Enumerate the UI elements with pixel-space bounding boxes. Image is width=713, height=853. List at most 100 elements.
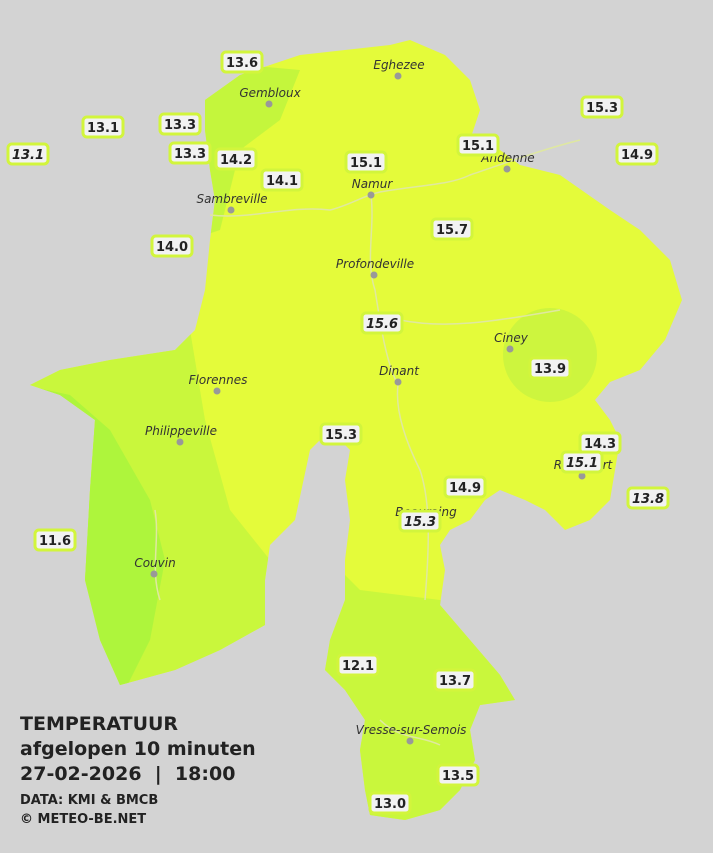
station-box — [528, 356, 572, 380]
city-dot — [394, 378, 402, 386]
city-dot — [406, 737, 414, 745]
station: 14.9 — [443, 475, 487, 499]
station: 14.9 — [615, 142, 659, 166]
city-dot — [506, 345, 514, 353]
station: 13.6 — [220, 50, 264, 74]
city-name: Dinant — [379, 364, 420, 378]
station: 13.1 — [6, 142, 50, 166]
station-value: 14.9 — [621, 148, 653, 163]
station-box — [150, 234, 194, 258]
station: 13.7 — [433, 668, 477, 692]
station-box — [260, 168, 304, 192]
station-value: 13.8 — [632, 492, 664, 507]
station: 13.1 — [81, 115, 125, 139]
city-dot — [176, 438, 184, 446]
station-box — [319, 422, 363, 446]
city-dot — [578, 472, 586, 480]
station: 11.6 — [33, 528, 77, 552]
city-name: Philippeville — [145, 424, 217, 438]
source: DATA: KMI & BMCB — [20, 793, 158, 808]
station-value: 14.3 — [584, 437, 616, 452]
station-value: 13.5 — [442, 769, 474, 784]
station-value: 15.1 — [350, 156, 382, 171]
station-box — [560, 450, 604, 474]
station-value: 14.0 — [156, 240, 188, 255]
stations: 13.6 13.1 13.3 13.1 13.3 14.2 14.1 15.1 15.1 15.3… — [6, 50, 670, 815]
city-name: Eghezee — [373, 58, 424, 72]
city-dot — [503, 165, 511, 173]
title: TEMPERATUUR — [20, 713, 178, 735]
station-box — [626, 486, 670, 510]
city-name: Vresse-sur-Semois — [356, 723, 467, 737]
city-dot — [227, 206, 235, 214]
station: 13.9 — [528, 356, 572, 380]
station: 14.0 — [150, 234, 194, 258]
city-dot — [150, 570, 158, 578]
station-value: 12.1 — [342, 659, 374, 674]
city-dot — [394, 72, 402, 80]
station-value: 13.3 — [174, 147, 206, 162]
station-value: 13.6 — [226, 56, 258, 71]
station-value: 11.6 — [39, 534, 71, 549]
station: 15.6 — [360, 311, 404, 335]
station: 15.1 — [560, 450, 604, 474]
station: 13.5 — [436, 763, 480, 787]
station-value: 15.1 — [566, 456, 598, 471]
city-dot — [265, 100, 273, 108]
station-box — [33, 528, 77, 552]
city-name: Florennes — [189, 373, 248, 387]
station-box — [436, 763, 480, 787]
city-dot — [367, 191, 375, 199]
station-box — [214, 147, 258, 171]
zone-ciney — [503, 308, 597, 402]
copyright: © METEO-BE.NET — [20, 812, 146, 827]
station-box — [81, 115, 125, 139]
city-name: Sambreville — [196, 192, 267, 206]
city-name: Gembloux — [239, 86, 301, 100]
station-box — [433, 668, 477, 692]
station-value: 13.3 — [164, 118, 196, 133]
station-value: 13.1 — [87, 121, 119, 136]
station-value: 15.3 — [325, 428, 357, 443]
station: 15.3 — [580, 95, 624, 119]
station-value: 13.0 — [374, 797, 406, 812]
station-value: 14.9 — [449, 481, 481, 496]
datetime: 27-02-2026 | 18:00 — [20, 763, 235, 785]
zone-north — [190, 60, 300, 240]
station: 13.3 — [158, 112, 202, 136]
station-box — [344, 150, 388, 174]
station-box — [168, 141, 212, 165]
city-name: Couvin — [134, 556, 175, 570]
station-box — [158, 112, 202, 136]
city-name: Profondeville — [336, 257, 414, 271]
station: 13.3 — [168, 141, 212, 165]
station-value: 13.1 — [12, 148, 44, 163]
station-box — [456, 133, 500, 157]
station: 14.2 — [214, 147, 258, 171]
station-box — [360, 311, 404, 335]
station-box — [6, 142, 50, 166]
station-box — [220, 50, 264, 74]
station-box — [430, 217, 474, 241]
station-value: 15.3 — [404, 515, 436, 530]
station: 15.1 — [344, 150, 388, 174]
city-dot — [213, 387, 221, 395]
station-box — [580, 95, 624, 119]
station: 15.1 — [456, 133, 500, 157]
station-value: 13.9 — [534, 362, 566, 377]
station: 15.3 — [319, 422, 363, 446]
station-value: 15.7 — [436, 223, 468, 238]
station: 15.7 — [430, 217, 474, 241]
station-box — [443, 475, 487, 499]
station: 14.1 — [260, 168, 304, 192]
station-value: 15.1 — [462, 139, 494, 154]
city-name: Ciney — [494, 331, 529, 345]
station-value: 13.7 — [439, 674, 471, 689]
subtitle: afgelopen 10 minuten — [20, 738, 256, 760]
station-box — [398, 509, 442, 533]
station-box — [615, 142, 659, 166]
station-value: 14.2 — [220, 153, 252, 168]
station: 13.0 — [368, 791, 412, 815]
